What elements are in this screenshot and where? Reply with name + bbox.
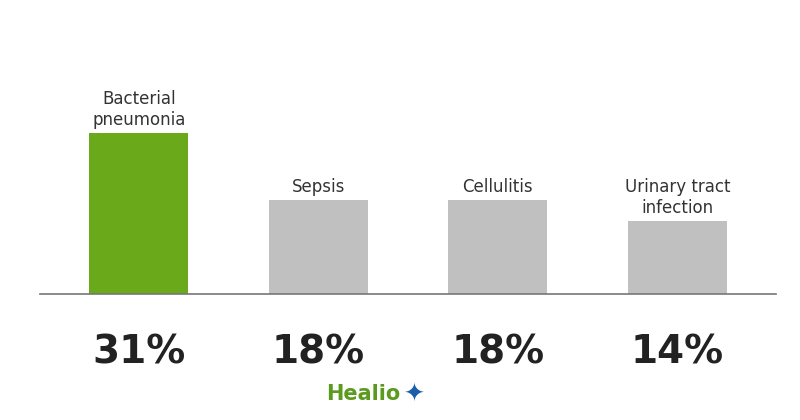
Text: 18%: 18% [451, 334, 544, 372]
Text: 18%: 18% [272, 334, 365, 372]
Text: Urinary tract
infection: Urinary tract infection [625, 178, 730, 217]
Text: ✦: ✦ [404, 382, 425, 406]
Text: 14%: 14% [630, 334, 724, 372]
Text: Healio: Healio [326, 384, 400, 404]
Bar [90, 133, 188, 294]
Text: 31%: 31% [92, 334, 186, 372]
Text: Bacterial
pneumonia: Bacterial pneumonia [92, 90, 186, 129]
Text: Cellulitis: Cellulitis [462, 178, 533, 196]
Text: Most common hospitalized infections in childhood-onset SLE:: Most common hospitalized infections in c… [24, 22, 723, 41]
Bar [448, 200, 547, 294]
Text: Sepsis: Sepsis [291, 178, 345, 196]
Bar [628, 221, 726, 294]
Bar [269, 200, 368, 294]
